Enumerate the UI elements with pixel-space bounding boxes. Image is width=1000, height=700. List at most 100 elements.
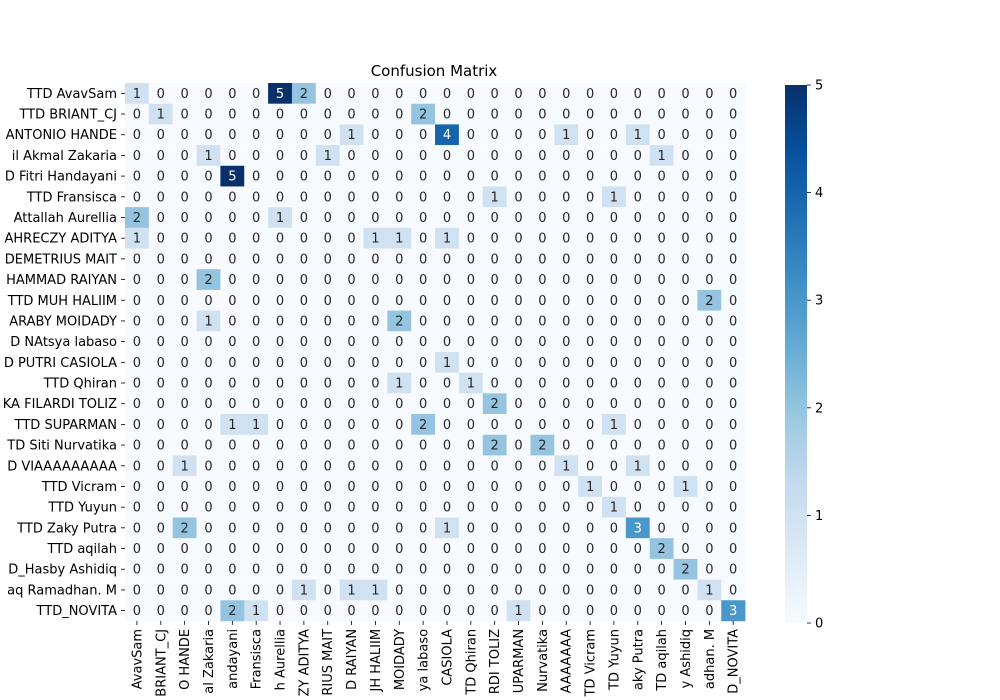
cell-value-label: 0 xyxy=(300,273,308,288)
cell-value-label: 0 xyxy=(324,87,332,102)
cell-value-label: 0 xyxy=(538,397,546,412)
cell-value-label: 0 xyxy=(562,542,570,557)
heatmap-cell xyxy=(673,165,698,187)
cell-value-label: 0 xyxy=(276,252,284,267)
heatmap-cell xyxy=(625,310,650,332)
cell-value-label: 0 xyxy=(300,521,308,536)
cell-value-label: 0 xyxy=(371,563,379,578)
cell-value-label: 0 xyxy=(300,542,308,557)
heatmap-cell xyxy=(411,558,436,580)
heatmap-cell xyxy=(649,124,674,146)
cell-value-label: 0 xyxy=(491,604,499,619)
cell-value-label: 0 xyxy=(562,480,570,495)
heatmap-cell xyxy=(125,600,150,622)
cell-value-label: 0 xyxy=(586,439,594,454)
cell-value-label: 0 xyxy=(491,273,499,288)
heatmap-cell xyxy=(268,227,293,249)
y-tick-label: TTD aqilah xyxy=(47,542,117,557)
y-tick-label: AHRECZY ADITYA xyxy=(5,232,118,247)
cell-value-label: 0 xyxy=(419,252,427,267)
heatmap-cell xyxy=(435,600,460,622)
heatmap-cell xyxy=(148,248,173,270)
heatmap-cell xyxy=(339,579,364,601)
heatmap-cell xyxy=(148,351,173,373)
heatmap-cell xyxy=(220,434,245,456)
x-tick-label: aky Putra xyxy=(631,629,646,690)
heatmap-cell xyxy=(220,289,245,311)
cell-value-label: 0 xyxy=(491,232,499,247)
heatmap-cell xyxy=(291,165,317,187)
heatmap-cell xyxy=(625,600,650,622)
heatmap-cell xyxy=(482,538,507,560)
heatmap-cell xyxy=(458,393,484,415)
heatmap-cell xyxy=(578,331,603,353)
cell-value-label: 0 xyxy=(204,563,212,578)
heatmap-cell xyxy=(530,83,555,104)
cell-value-label: 0 xyxy=(443,501,451,516)
heatmap-cell xyxy=(291,124,317,146)
heatmap-cell xyxy=(315,351,340,373)
cell-value-label: 0 xyxy=(276,418,284,433)
cell-value-label: 0 xyxy=(681,170,689,185)
cell-value-label: 0 xyxy=(514,87,522,102)
cell-value-label: 0 xyxy=(586,87,594,102)
heatmap-cell xyxy=(602,331,627,353)
cell-value-label: 0 xyxy=(228,87,236,102)
cell-value-label: 1 xyxy=(252,418,260,433)
heatmap-cell xyxy=(458,600,484,622)
heatmap-cell xyxy=(697,600,722,622)
heatmap-cell xyxy=(363,393,388,415)
heatmap-cell xyxy=(578,289,603,311)
heatmap-cell xyxy=(125,476,150,498)
heatmap-cell xyxy=(458,227,484,249)
cell-value-label: 0 xyxy=(562,273,570,288)
heatmap-cell xyxy=(315,496,340,518)
cell-value-label: 0 xyxy=(157,377,165,392)
heatmap-cell xyxy=(697,558,722,580)
heatmap-cell xyxy=(458,372,484,394)
cell-value-label: 0 xyxy=(443,439,451,454)
cell-value-label: 0 xyxy=(180,108,188,123)
heatmap-cell xyxy=(244,476,269,498)
cell-value-label: 0 xyxy=(657,232,665,247)
cell-value-label: 0 xyxy=(634,418,642,433)
cell-value-label: 0 xyxy=(586,294,594,309)
cell-value-label: 0 xyxy=(705,521,713,536)
cell-value-label: 0 xyxy=(133,583,141,598)
heatmap-cell xyxy=(506,124,531,146)
cell-value-label: 0 xyxy=(657,521,665,536)
cell-value-label: 0 xyxy=(395,190,403,205)
y-tick-label: TTD_NOVITA xyxy=(36,604,118,619)
heatmap-cell xyxy=(435,103,460,125)
cell-value-label: 0 xyxy=(729,542,737,557)
heatmap-cell xyxy=(530,227,555,249)
cell-value-label: 0 xyxy=(133,314,141,329)
cell-value-label: 0 xyxy=(252,480,260,495)
heatmap-cell xyxy=(363,124,388,146)
cell-value-label: 0 xyxy=(371,87,379,102)
cell-value-label: 0 xyxy=(681,521,689,536)
heatmap-cell xyxy=(673,455,698,477)
cell-value-label: 0 xyxy=(300,252,308,267)
cell-value-label: 0 xyxy=(395,397,403,412)
cell-value-label: 0 xyxy=(252,459,260,474)
heatmap-cell xyxy=(649,538,674,560)
cell-value-label: 0 xyxy=(133,521,141,536)
cell-value-label: 0 xyxy=(514,232,522,247)
cell-value-label: 0 xyxy=(276,273,284,288)
heatmap-cell xyxy=(625,165,650,187)
cell-value-label: 0 xyxy=(276,501,284,516)
cell-value-label: 0 xyxy=(467,170,475,185)
x-tick-label: D_NOVITA xyxy=(727,629,742,694)
heatmap-cell xyxy=(315,310,340,332)
cell-value-label: 1 xyxy=(395,232,403,247)
cell-value-label: 0 xyxy=(419,128,427,143)
heatmap-cell xyxy=(482,207,507,229)
chart-title: Confusion Matrix xyxy=(371,62,498,80)
cell-value-label: 0 xyxy=(371,397,379,412)
cell-value-label: 0 xyxy=(395,273,403,288)
cell-value-label: 0 xyxy=(180,604,188,619)
cell-value-label: 0 xyxy=(634,87,642,102)
cell-value-label: 0 xyxy=(204,252,212,267)
heatmap-cell xyxy=(315,227,340,249)
